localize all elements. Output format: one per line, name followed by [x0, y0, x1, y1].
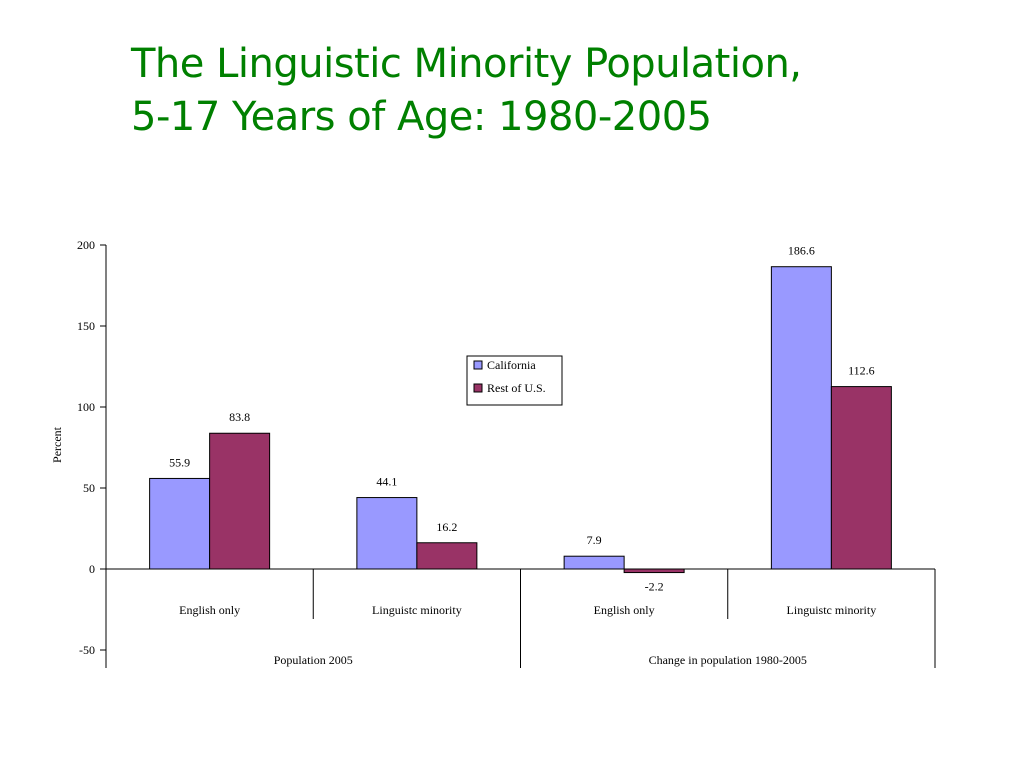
y-axis-title: Percent [50, 426, 64, 463]
data-label: 7.9 [587, 533, 602, 547]
data-label: 186.6 [788, 244, 815, 258]
bar-california [770, 266, 832, 570]
data-label: -2.2 [645, 580, 664, 594]
bar-california [563, 555, 625, 570]
y-tick-label: 200 [77, 238, 95, 252]
data-label: 55.9 [169, 455, 190, 469]
legend-label: Rest of U.S. [487, 381, 546, 395]
x-category-label: English only [594, 603, 655, 617]
y-tick-label: 100 [77, 400, 95, 414]
data-label: 44.1 [376, 475, 397, 489]
bar-rest-of-us [416, 542, 478, 570]
x-group-label: Change in population 1980-2005 [649, 653, 807, 667]
data-label: 112.6 [848, 364, 875, 378]
legend-swatch-rest-of-us [473, 383, 483, 393]
bar-california [356, 497, 418, 570]
bar-rest-of-us [623, 568, 685, 574]
legend-swatch-california [473, 360, 483, 370]
legend-label: California [487, 358, 536, 372]
bar-rest-of-us [209, 432, 271, 570]
x-category-label: Linguistc minority [787, 603, 877, 617]
bar-california [149, 477, 211, 570]
x-category-label: English only [179, 603, 240, 617]
slide-title: The Linguistic Minority Population, 5-17… [131, 38, 802, 144]
bar-rest-of-us [830, 386, 892, 570]
y-tick-label: -50 [79, 643, 95, 657]
y-tick-label: 0 [89, 562, 95, 576]
y-tick-label: 50 [83, 481, 95, 495]
data-label: 16.2 [436, 520, 457, 534]
y-tick-label: 150 [77, 319, 95, 333]
data-label: 83.8 [229, 410, 250, 424]
slide-title-line-2: 5-17 Years of Age: 1980-2005 [131, 94, 712, 140]
legend-box [466, 355, 563, 406]
x-category-label: Linguistc minority [372, 603, 462, 617]
x-group-label: Population 2005 [274, 653, 353, 667]
slide-title-line-1: The Linguistic Minority Population, [131, 41, 802, 87]
